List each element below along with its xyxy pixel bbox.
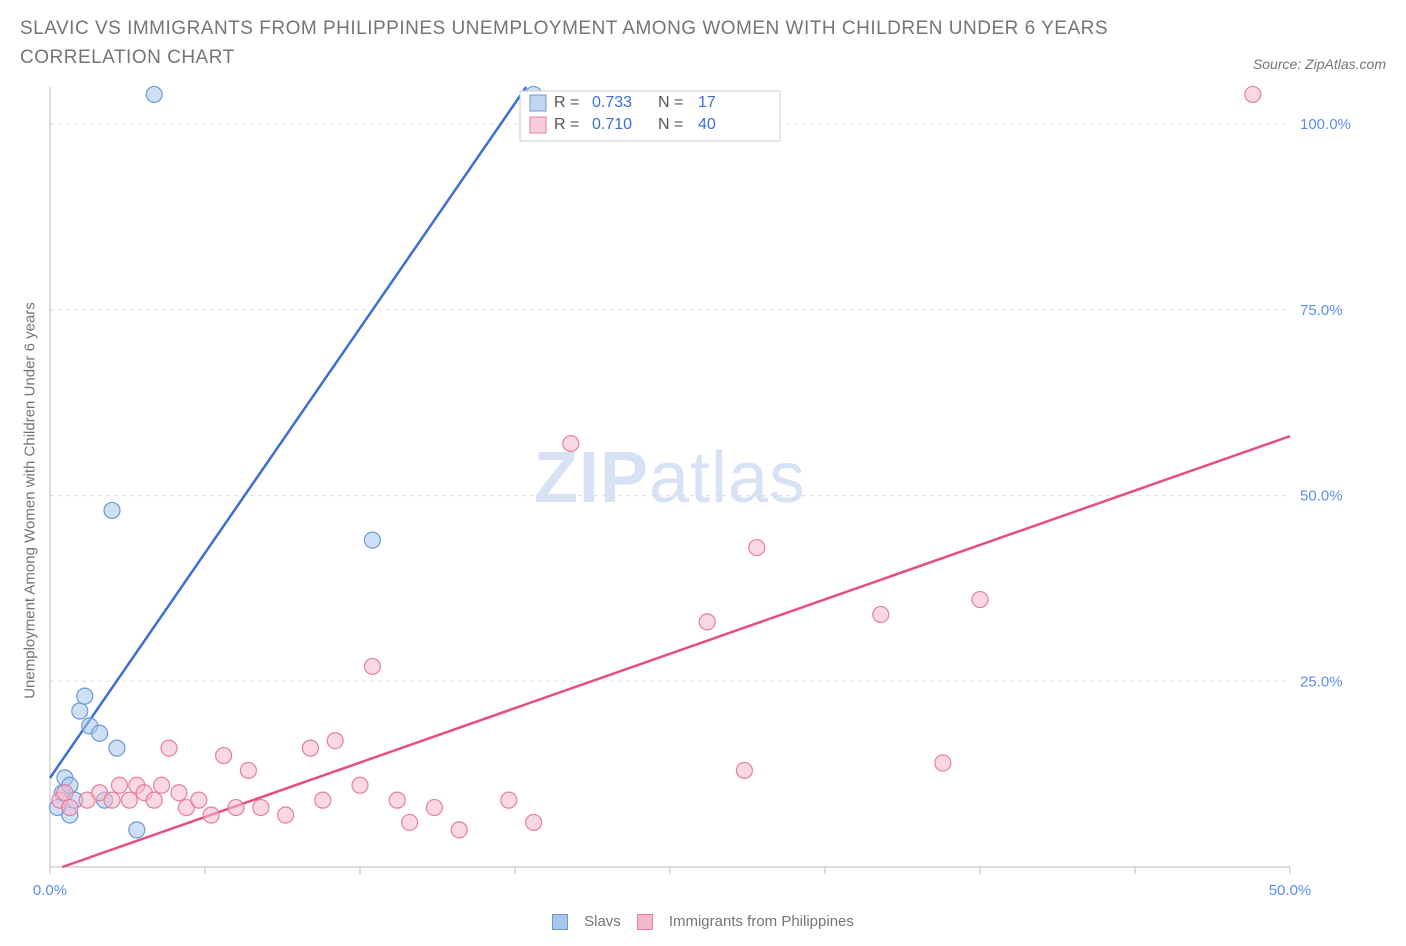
- legend-swatch: [552, 914, 568, 930]
- y-axis-label: Unemployment Among Women with Children U…: [22, 302, 39, 699]
- svg-text:25.0%: 25.0%: [1300, 673, 1343, 690]
- svg-text:0.733: 0.733: [592, 94, 632, 111]
- chart-title: SLAVIC VS IMMIGRANTS FROM PHILIPPINES UN…: [20, 15, 1120, 72]
- svg-text:100.0%: 100.0%: [1300, 116, 1351, 133]
- scatter-chart: 25.0%50.0%75.0%100.0%0.0%50.0%ZIPatlasR …: [20, 77, 1360, 907]
- svg-text:R =: R =: [554, 116, 579, 133]
- legend-label: Immigrants from Philippines: [669, 913, 854, 930]
- svg-text:N =: N =: [658, 94, 683, 111]
- svg-text:75.0%: 75.0%: [1300, 302, 1343, 319]
- svg-text:17: 17: [698, 94, 716, 111]
- chart-container: Unemployment Among Women with Children U…: [20, 77, 1386, 907]
- svg-text:N =: N =: [658, 116, 683, 133]
- svg-text:R =: R =: [554, 94, 579, 111]
- legend-swatch: [637, 914, 653, 930]
- legend-label: Slavs: [584, 913, 621, 930]
- svg-text:0.0%: 0.0%: [33, 882, 67, 899]
- svg-text:0.710: 0.710: [592, 116, 632, 133]
- bottom-legend: Slavs Immigrants from Philippines: [20, 913, 1386, 931]
- svg-text:50.0%: 50.0%: [1269, 882, 1312, 899]
- svg-text:40: 40: [698, 116, 716, 133]
- svg-text:50.0%: 50.0%: [1300, 488, 1343, 505]
- source-label: Source: ZipAtlas.com: [1253, 56, 1386, 72]
